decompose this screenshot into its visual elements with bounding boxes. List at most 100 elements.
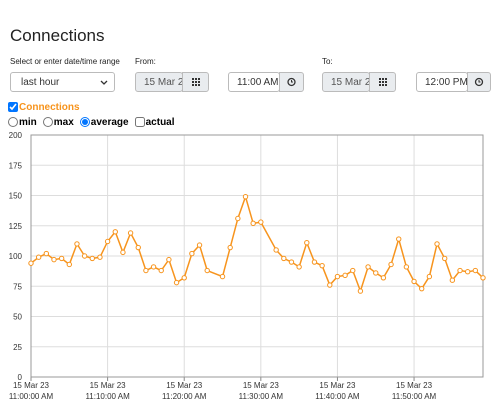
data-point (419, 285, 425, 292)
data-point (388, 261, 394, 268)
to-date[interactable]: 15 Mar 2023 (322, 72, 370, 92)
y-tick-label: 0 (18, 373, 23, 382)
radio-option[interactable]: average (79, 117, 129, 128)
y-tick-label: 125 (9, 222, 23, 231)
range-select[interactable]: last hour (10, 72, 115, 92)
data-point (258, 219, 264, 225)
option-label: max (53, 116, 74, 128)
tick-time: 11:50:00 AM (392, 392, 437, 401)
series-name: Connections (19, 101, 80, 113)
data-point (472, 267, 479, 274)
tick-date: 15 Mar 23 (13, 381, 50, 390)
data-point (396, 236, 402, 242)
data-point (227, 244, 233, 251)
radio[interactable] (79, 117, 90, 127)
checkbox[interactable] (8, 102, 18, 112)
data-point (81, 253, 88, 259)
data-point (127, 230, 134, 236)
tick-date: 15 Mar 23 (319, 381, 356, 390)
radio-option[interactable]: min (8, 117, 37, 128)
x-tick-label: 15 Mar 23 11:20:00 AM (162, 381, 207, 401)
data-point (327, 282, 333, 288)
y-tick-label: 150 (9, 192, 23, 201)
data-point (173, 279, 180, 286)
x-tick-label: 15 Mar 23 11:50:00 AM (392, 381, 437, 401)
data-point (242, 194, 249, 200)
from-date[interactable]: 15 Mar 2023 (135, 72, 183, 92)
data-point (464, 269, 471, 275)
chevron (100, 80, 108, 85)
tick-time: 11:00:00 AM (9, 392, 54, 401)
data-point (58, 255, 65, 262)
data-point (250, 220, 256, 227)
data-point (143, 267, 149, 274)
tick-time: 11:10:00 AM (85, 392, 130, 401)
data-point (457, 267, 463, 274)
data-point (350, 267, 356, 274)
data-point (189, 250, 195, 257)
radio[interactable] (42, 117, 53, 127)
calendar-icon (192, 78, 200, 86)
options: min max average actual (8, 114, 181, 132)
plot-border (30, 134, 484, 378)
data-point (288, 259, 295, 265)
data-point (426, 273, 433, 280)
y-tick-label: 200 (9, 131, 23, 140)
page-title: Connections (10, 26, 105, 45)
clock-button[interactable] (279, 72, 304, 92)
data-point (89, 255, 95, 262)
range-label: Select or enter date/time range (10, 57, 120, 66)
data-point (35, 254, 42, 260)
tick-date: 15 Mar 23 (396, 381, 433, 390)
data-point (51, 256, 57, 263)
tick-date: 15 Mar 23 (90, 381, 127, 390)
series-checkbox[interactable]: Connections (8, 102, 80, 113)
data-point (120, 249, 126, 256)
x-tick-label: 15 Mar 23 11:40:00 AM (315, 381, 360, 401)
data-point (411, 278, 417, 285)
data-point (135, 244, 141, 251)
y-tick-label: 75 (13, 282, 22, 291)
tick-date: 15 Mar 23 (243, 381, 280, 390)
series-line (30, 194, 484, 294)
data-point (235, 215, 241, 222)
data-point (357, 288, 364, 294)
data-point (449, 277, 456, 283)
tick-date: 15 Mar 23 (166, 381, 203, 390)
data-point (311, 259, 318, 265)
data-point (196, 242, 203, 248)
data-point (441, 255, 448, 262)
data-point (281, 255, 287, 262)
data-point (74, 241, 80, 247)
x-tick-label: 15 Mar 23 11:30:00 AM (239, 381, 284, 401)
range-value: last hour (21, 77, 60, 88)
clock-icon (474, 77, 484, 87)
y-tick-label: 50 (13, 313, 22, 322)
radio[interactable] (8, 117, 18, 127)
tick-time: 11:30:00 AM (239, 392, 284, 401)
series-toggle: Connections (8, 99, 86, 117)
data-point (304, 239, 310, 246)
option-label: actual (145, 116, 175, 128)
clock-button[interactable] (467, 72, 491, 92)
data-point (181, 275, 187, 281)
y-tick-label: 175 (9, 161, 23, 170)
from-label: From: (135, 57, 156, 66)
data-point (150, 264, 157, 270)
radio-option[interactable]: max (42, 116, 74, 128)
data-point (380, 275, 387, 281)
option-label: min (19, 116, 37, 128)
data-point (112, 229, 118, 235)
clock-icon (287, 77, 296, 87)
y-tick-label: 100 (9, 252, 23, 261)
data-point (43, 250, 50, 257)
calendar-button[interactable] (182, 72, 209, 92)
tick-time: 11:40:00 AM (315, 392, 360, 401)
tick-time: 11:20:00 AM (162, 392, 207, 401)
actual-option[interactable]: actual (134, 116, 175, 128)
checkbox[interactable] (134, 117, 145, 127)
calendar-icon (379, 78, 387, 86)
calendar-button[interactable] (369, 72, 396, 92)
data-point (434, 241, 440, 247)
